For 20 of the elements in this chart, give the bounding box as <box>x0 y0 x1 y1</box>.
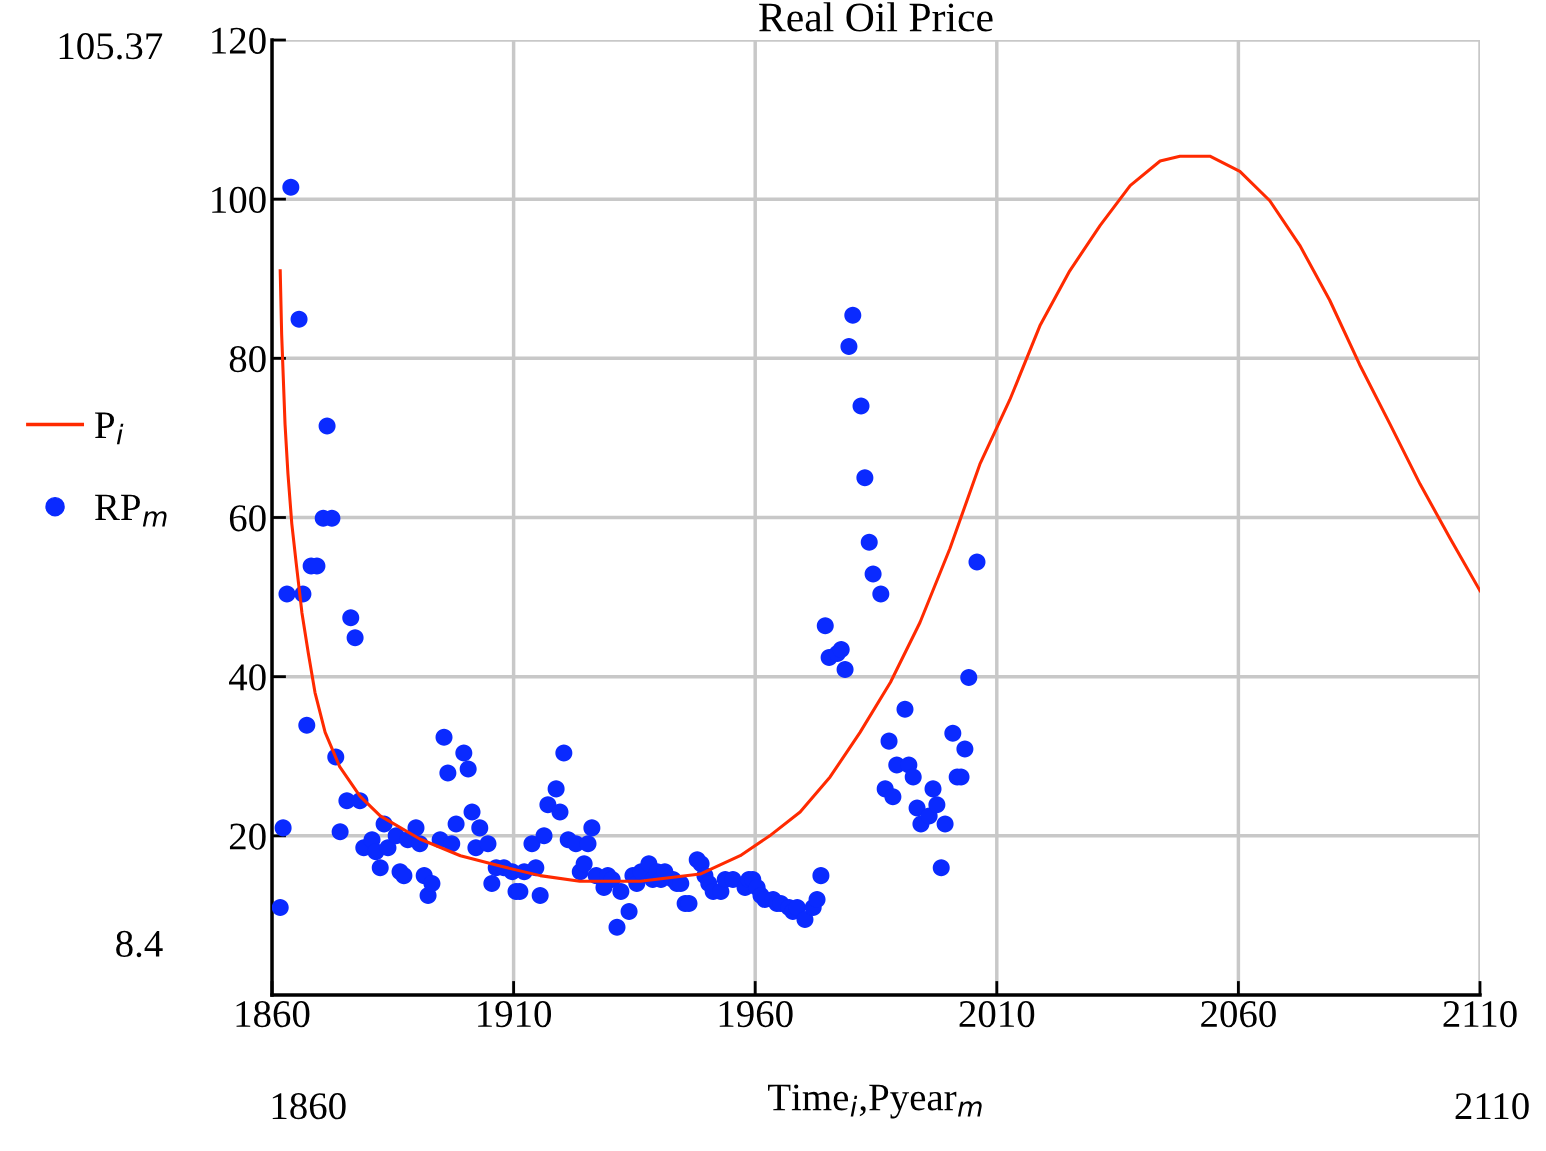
x-tick-label: 1960 <box>719 1000 793 1028</box>
text: 8.4 <box>116 930 163 958</box>
y-tick-label: 80 <box>229 345 266 373</box>
text: 2110 <box>1455 1093 1529 1120</box>
y-tick-label: 120 <box>212 27 266 54</box>
x-tick-label: 1860 <box>236 1000 310 1028</box>
x-tick-label: 1910 <box>478 1000 552 1028</box>
text: 105.37 <box>59 33 163 60</box>
x-tick-label: 2060 <box>1201 1000 1276 1028</box>
y-tick-label: 60 <box>229 505 266 532</box>
y-tick-label: 40 <box>229 664 266 691</box>
x-tick-label: 2010 <box>959 1000 1035 1028</box>
y-tick-label: 20 <box>229 823 266 850</box>
legend-label: RP$_{m}$ <box>95 494 167 527</box>
chart-title: Real Oil Price <box>759 2 993 32</box>
x-tick-label: 2110 <box>1443 1000 1517 1028</box>
text: 1860 <box>272 1093 346 1120</box>
legend-label: P$_{i}$ <box>95 412 124 445</box>
y-tick-label: 100 <box>212 186 266 214</box>
x-axis-title: Time$_{i}$,Pyear$_{m}$ <box>768 1084 982 1119</box>
